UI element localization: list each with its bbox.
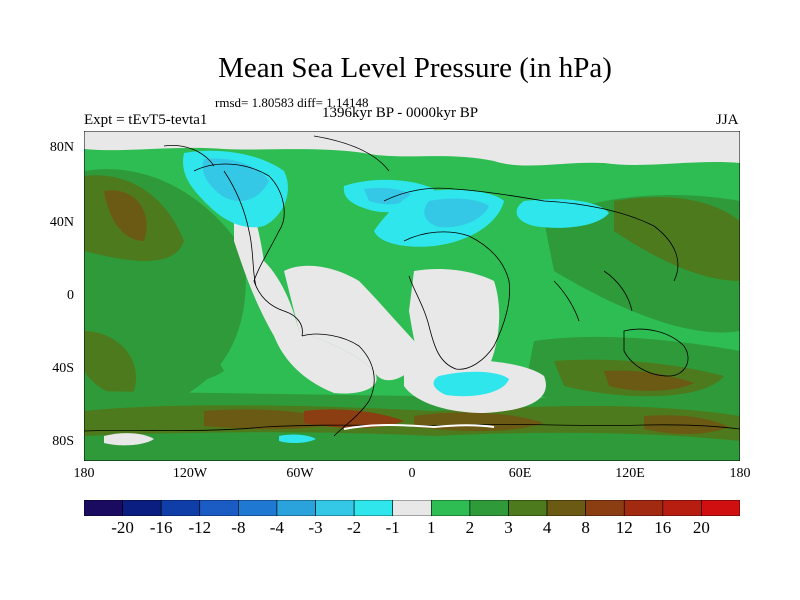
lon-tick-120e: 120E xyxy=(615,466,645,481)
colorbar-label: -12 xyxy=(188,518,212,537)
colorbar-label: -2 xyxy=(347,518,362,537)
colorbar-swatch xyxy=(430,500,471,516)
colorbar-swatch xyxy=(160,500,201,516)
lon-tick-180e: 180 xyxy=(729,466,751,481)
positive-anomaly-regions xyxy=(84,169,740,461)
colorbar-swatch xyxy=(662,500,702,516)
colorbar-label: 1 xyxy=(427,518,436,537)
lon-tick-60w: 60W xyxy=(286,466,314,481)
lat-tick-40s: 40S xyxy=(52,361,74,376)
colorbar-swatch xyxy=(392,500,432,516)
period-label: 1396kyr BP - 0000kyr BP xyxy=(322,105,479,121)
chart-title: Mean Sea Level Pressure (in hPa) xyxy=(218,52,612,84)
colorbar-label: 20 xyxy=(692,518,710,537)
colorbar-swatch xyxy=(315,500,355,516)
lon-tick-0: 0 xyxy=(408,466,416,481)
negative-anomaly-regions xyxy=(104,150,609,446)
season-label: JJA xyxy=(716,112,739,128)
colorbar-swatch xyxy=(469,500,509,516)
antarctic-fringe xyxy=(343,424,495,430)
colorbar-label: 16 xyxy=(654,518,672,537)
colorbar-label: 3 xyxy=(504,518,513,537)
lat-tick-80s: 80S xyxy=(52,434,74,449)
colorbar-label: 12 xyxy=(615,518,633,537)
lat-tick-40n: 40N xyxy=(49,215,74,230)
colorbar-label: 2 xyxy=(465,518,475,537)
colorbar-label: -3 xyxy=(308,518,323,537)
lon-tick-60e: 60E xyxy=(508,466,532,481)
colorbar-label: 8 xyxy=(581,518,590,537)
colorbar-swatch xyxy=(238,500,278,516)
colorbar-swatch xyxy=(353,500,394,516)
colorbar-swatch xyxy=(276,500,316,516)
experiment-label: Expt = tEvT5-tevta1 xyxy=(84,112,208,128)
colorbar-label: 4 xyxy=(542,518,552,537)
colorbar-swatch xyxy=(508,500,548,516)
lat-tick-80n: 80N xyxy=(49,140,74,155)
lon-tick-180w: 180 xyxy=(73,466,95,481)
colorbar-swatch xyxy=(701,500,740,516)
lon-tick-120w: 120W xyxy=(172,466,208,481)
colorbar-swatch xyxy=(199,500,239,516)
colorbar-swatch xyxy=(623,500,664,516)
colorbar-swatch xyxy=(585,500,625,516)
colorbar-swatch xyxy=(546,500,586,516)
colorbar-label: -16 xyxy=(149,518,173,537)
colorbar-label: -1 xyxy=(385,518,400,537)
colorbar-swatch xyxy=(122,500,162,516)
colorbar-label: -4 xyxy=(269,518,284,537)
colorbar-label: -20 xyxy=(111,518,134,537)
colorbar-swatch xyxy=(84,500,123,516)
lat-tick-0: 0 xyxy=(67,288,74,303)
coastlines xyxy=(84,135,740,437)
pressure-map xyxy=(84,131,740,461)
colorbar xyxy=(84,500,740,516)
colorbar-label: -8 xyxy=(231,518,246,537)
stats-text: rmsd= 1.80583 diff= 1.14148 xyxy=(215,95,369,110)
